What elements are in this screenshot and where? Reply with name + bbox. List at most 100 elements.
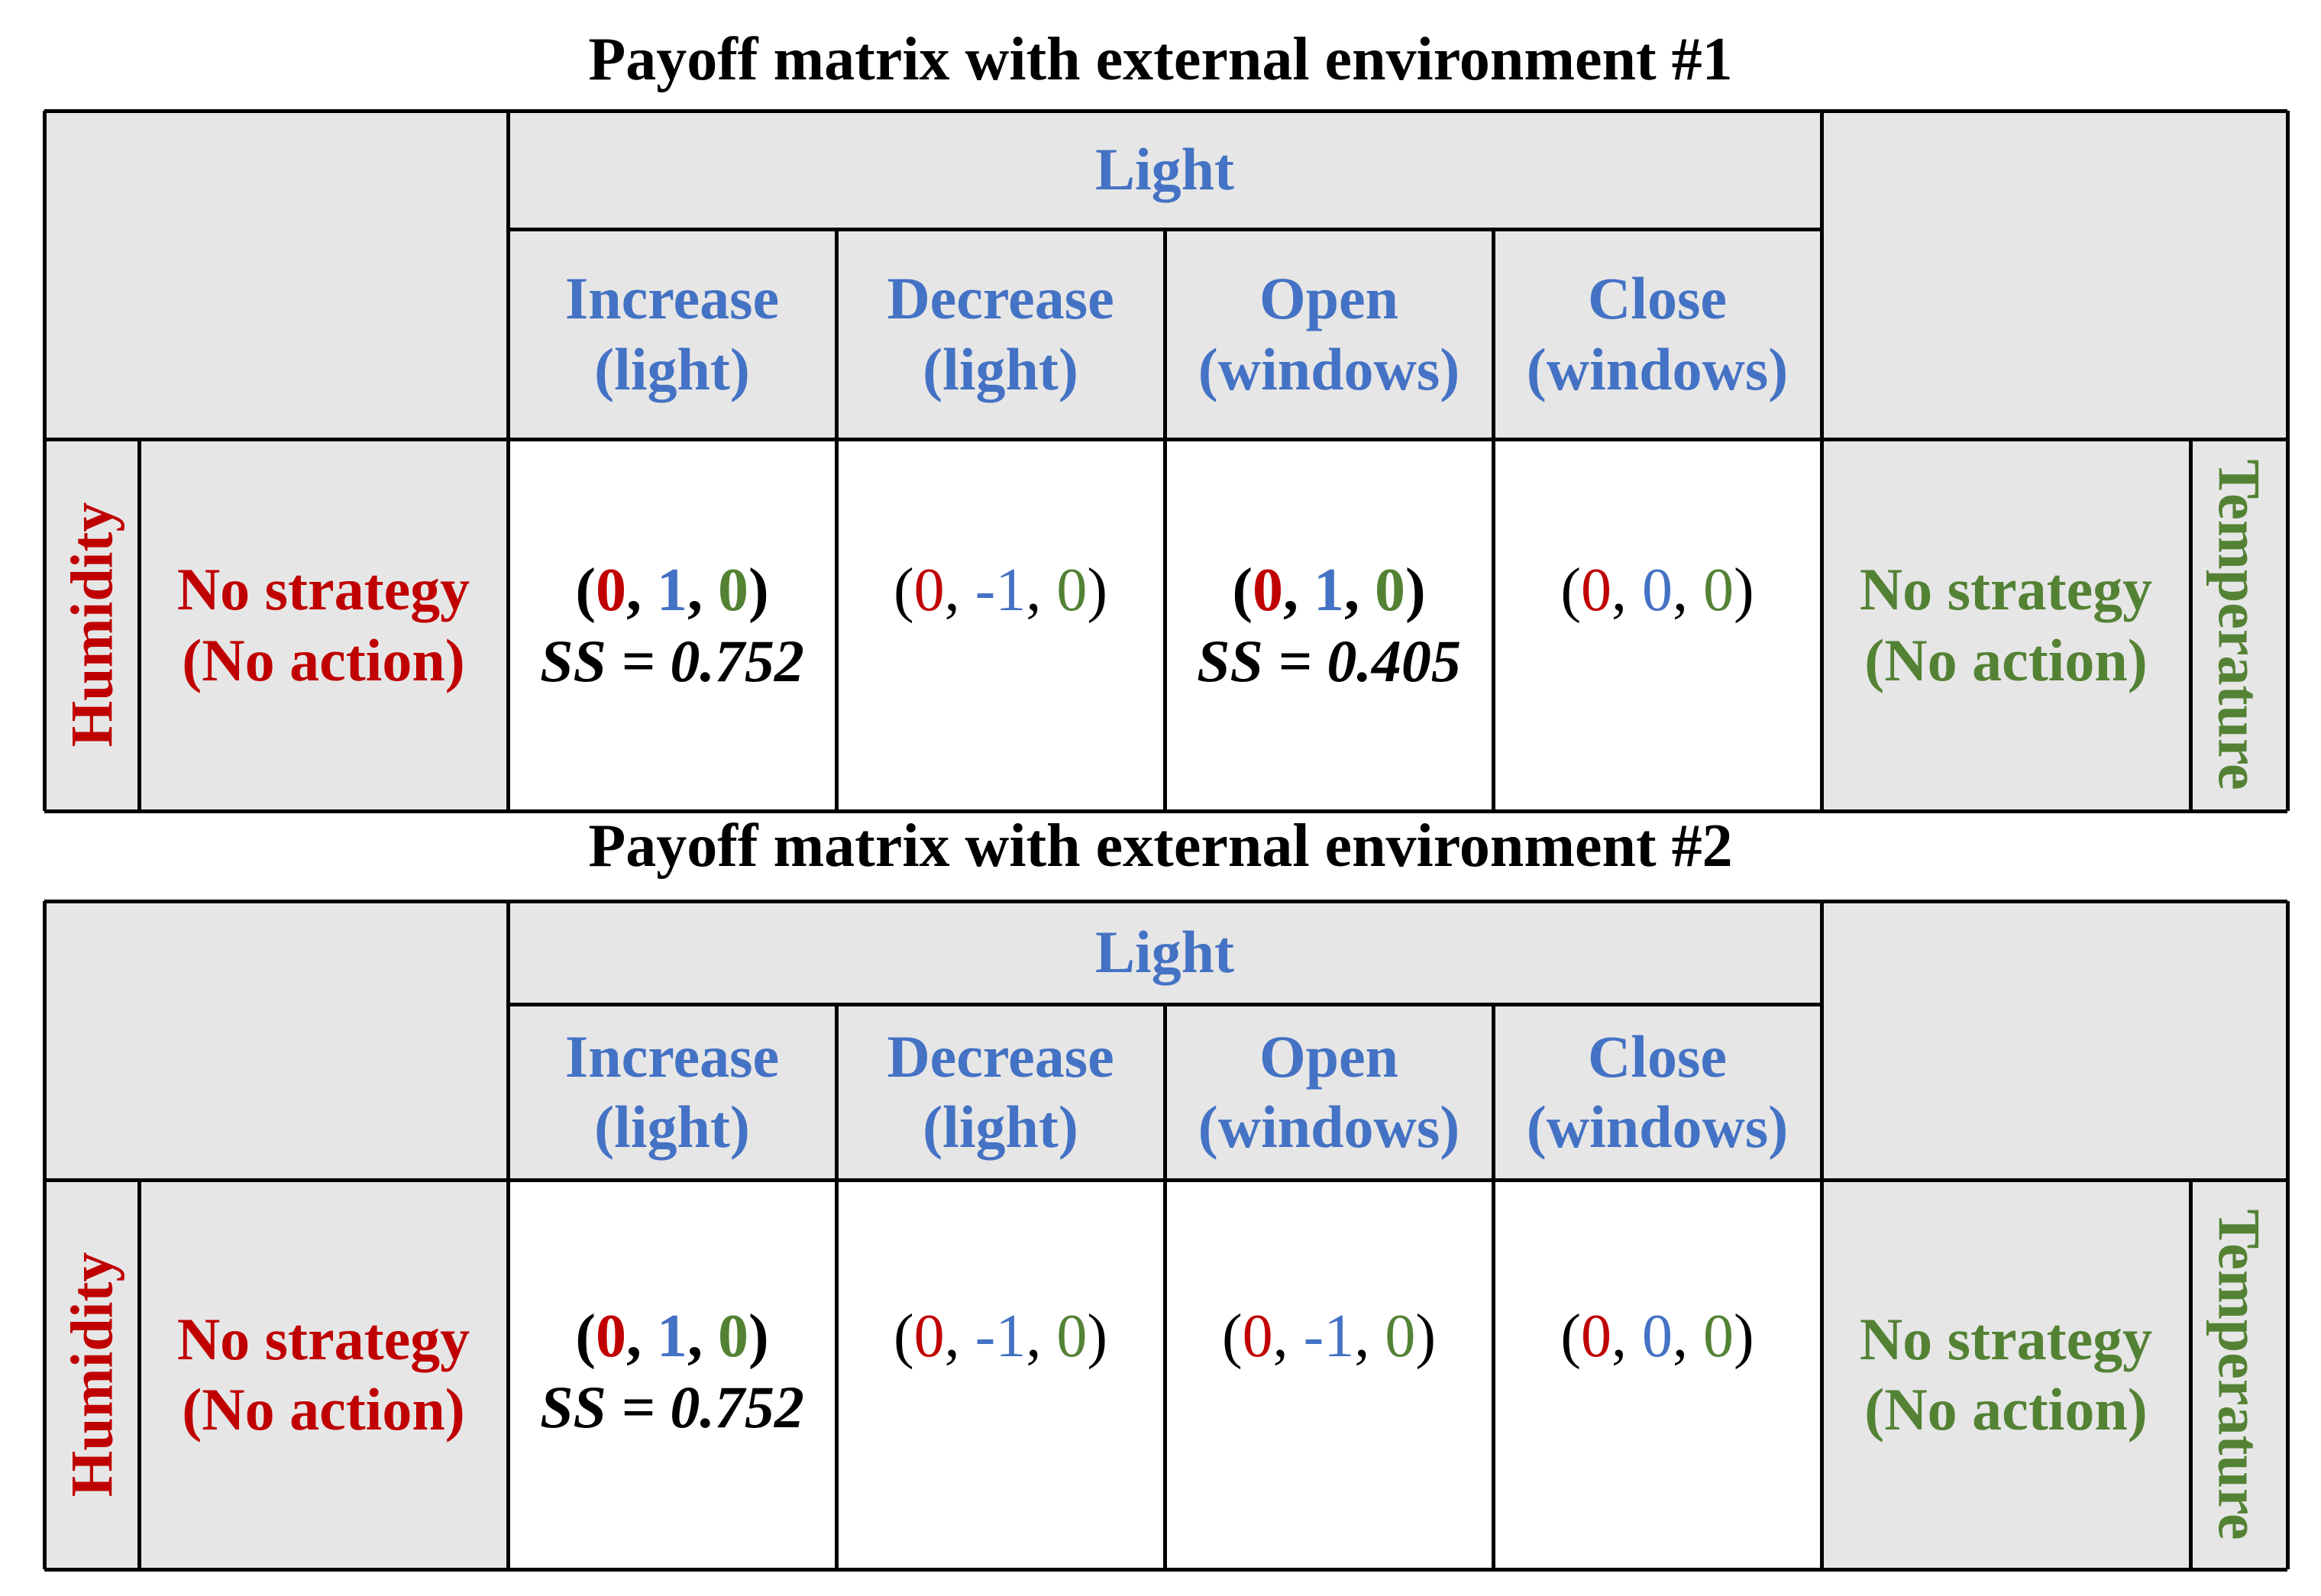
- grid-line: [2188, 1180, 2193, 1569]
- temperature-payoff: 0: [718, 1303, 748, 1370]
- grid-line: [44, 108, 2287, 113]
- comma: ,: [1611, 1303, 1642, 1370]
- grid-line: [2285, 111, 2290, 811]
- humidity-player-name: Humidity: [57, 1252, 124, 1497]
- grid-line: [1819, 111, 1824, 811]
- grid-line: [834, 1004, 839, 1569]
- column-strategy-line2: (windows): [1526, 1094, 1789, 1160]
- paren-open: (: [575, 557, 596, 624]
- paren-close: ): [1734, 557, 1754, 624]
- column-strategy-line1: Open: [1259, 1023, 1399, 1090]
- temperature-payoff: 0: [1385, 1303, 1416, 1370]
- payoff-tuple: (0, -1, 0): [894, 554, 1107, 626]
- paren-open: (: [894, 557, 914, 624]
- comma: ,: [626, 557, 657, 624]
- column-strategy-header: Close (windows): [1493, 1004, 1822, 1180]
- humidity-payoff: 0: [1253, 557, 1283, 624]
- row-strategy-left: No strategy (No action): [139, 1180, 508, 1569]
- grid-line: [1491, 229, 1495, 811]
- humidity-payoff: 0: [913, 1303, 945, 1370]
- row-strategy-left-line2: (No action): [182, 1376, 465, 1443]
- matrix-title: Payoff matrix with external environment …: [588, 26, 1733, 93]
- payoff-cell: (0, 1, 0) SS = 0.752: [508, 1180, 836, 1569]
- column-player-label: Light: [508, 901, 1822, 1004]
- paren-open: (: [1222, 1303, 1243, 1370]
- paren-open: (: [1560, 1303, 1581, 1370]
- column-player-label: Light: [508, 111, 1822, 229]
- light-payoff: 0: [1642, 557, 1673, 624]
- column-strategy-line1: Increase: [564, 1023, 780, 1090]
- paren-close: ): [748, 557, 769, 624]
- grid-line: [2285, 901, 2290, 1569]
- comma: ,: [1026, 1303, 1057, 1370]
- comma: ,: [944, 557, 975, 624]
- grid-line: [44, 1567, 2287, 1572]
- row-strategy-right-line2: (No action): [1864, 1376, 2148, 1443]
- column-strategy-line1: Close: [1588, 1023, 1727, 1090]
- row-player-left: Humidity: [44, 1180, 139, 1569]
- temperature-payoff: 0: [1375, 557, 1405, 624]
- row-player-right: Temperature: [2190, 439, 2287, 811]
- stability-score: SS = 0.752: [540, 628, 804, 695]
- column-strategy-header: Open (windows): [1165, 229, 1493, 439]
- matrix-title: Payoff matrix with external environment …: [588, 813, 1733, 880]
- row-strategy-right: No strategy (No action): [1822, 439, 2190, 811]
- payoff-tuple: (0, 1, 0): [575, 554, 768, 626]
- payoff-cell: (0, 0, 0): [1493, 439, 1822, 811]
- column-player-name: Light: [1094, 919, 1235, 986]
- humidity-payoff: 0: [1581, 557, 1611, 624]
- column-strategy-header: Open (windows): [1165, 1004, 1493, 1180]
- row-strategy-right: No strategy (No action): [1822, 1180, 2190, 1569]
- payoff-cell: (0, -1, 0): [1165, 1180, 1493, 1569]
- temperature-payoff: 0: [1056, 1303, 1088, 1370]
- stability-score: SS = 0.752: [540, 1374, 804, 1441]
- paren-close: ): [1734, 1303, 1754, 1370]
- paren-open: (: [894, 1303, 914, 1370]
- comma: ,: [1026, 557, 1057, 624]
- column-strategy-line2: (windows): [1526, 335, 1789, 402]
- humidity-payoff: 0: [913, 557, 945, 624]
- comma: ,: [1272, 1303, 1304, 1370]
- paren-close: ): [748, 1303, 769, 1370]
- grid-line: [44, 899, 2287, 903]
- column-player-name: Light: [1094, 136, 1235, 203]
- paren-close: ): [1415, 1303, 1436, 1370]
- humidity-payoff: 0: [596, 1303, 626, 1370]
- payoff-tuple: (0, 0, 0): [1560, 554, 1754, 626]
- column-strategy-header: Increase (light): [508, 1004, 836, 1180]
- payoff-cell: (0, -1, 0): [836, 1180, 1165, 1569]
- comma: ,: [1354, 1303, 1385, 1370]
- temperature-payoff: 0: [718, 557, 748, 624]
- light-payoff: 1: [657, 557, 687, 624]
- paren-open: (: [1232, 557, 1253, 624]
- column-strategy-line1: Increase: [564, 265, 780, 332]
- column-strategy-line1: Open: [1259, 265, 1399, 332]
- payoff-cell: (0, 1, 0) SS = 0.405: [1165, 439, 1493, 811]
- paren-close: ): [1087, 1303, 1107, 1370]
- column-strategy-header: Increase (light): [508, 229, 836, 439]
- paren-close: ): [1087, 557, 1107, 624]
- light-payoff: 1: [657, 1303, 687, 1370]
- column-strategy-line1: Close: [1588, 265, 1727, 332]
- column-strategy-header: Decrease (light): [836, 1004, 1165, 1180]
- row-strategy-right-line1: No strategy: [1859, 556, 2153, 623]
- column-strategy-line2: (light): [594, 335, 750, 402]
- corner-cell-right: [1822, 901, 2287, 1180]
- temperature-payoff: 0: [1056, 557, 1088, 624]
- comma: ,: [687, 557, 718, 624]
- grid-line: [42, 901, 47, 1569]
- payoff-cell: (0, -1, 0): [836, 439, 1165, 811]
- row-strategy-left-line1: No strategy: [176, 556, 470, 623]
- column-strategy-line2: (light): [923, 1094, 1078, 1160]
- corner-cell-left: [44, 111, 508, 439]
- row-player-left: Humidity: [44, 439, 139, 811]
- comma: ,: [1673, 557, 1703, 624]
- row-player-right: Temperature: [2190, 1180, 2287, 1569]
- grid-line: [506, 111, 510, 811]
- stability-score: SS = 0.405: [1197, 628, 1461, 695]
- grid-line: [44, 809, 2287, 813]
- paren-open: (: [575, 1303, 596, 1370]
- comma: ,: [1611, 557, 1642, 624]
- corner-cell-right: [1822, 111, 2287, 439]
